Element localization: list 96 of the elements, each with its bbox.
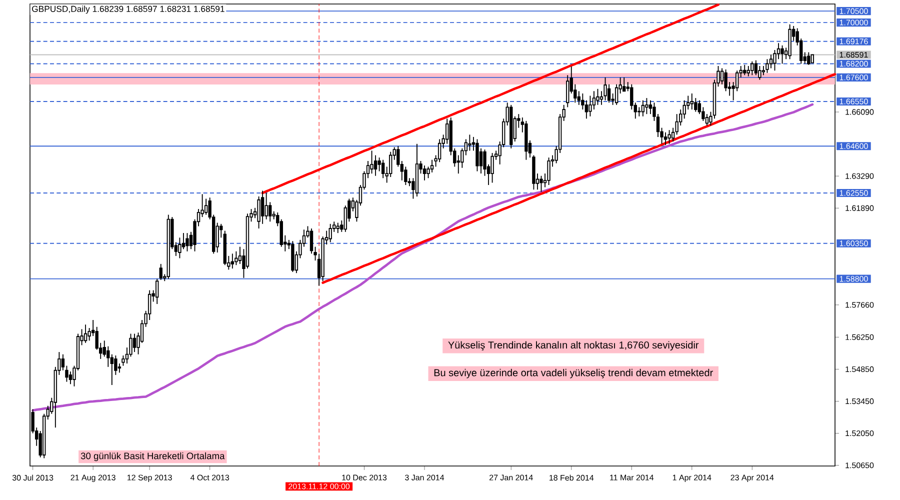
x-tick-label: 2013.11.12 00:00 xyxy=(288,484,350,490)
candlestick xyxy=(524,120,528,160)
chart-title: GBPUSD,Daily 1.68239 1.68597 1.68231 1.68591 xyxy=(32,6,224,14)
candlestick xyxy=(720,68,724,85)
candlestick xyxy=(374,154,378,176)
candlestick xyxy=(88,328,91,342)
x-tick-label: 4 Oct 2013 xyxy=(190,474,230,480)
candlestick xyxy=(769,54,773,69)
ref-line-label: 1.68200 xyxy=(840,60,868,67)
candlestick xyxy=(641,100,645,117)
candlestick xyxy=(735,70,739,92)
y-tick-label: 1.54850 xyxy=(846,366,874,372)
candlestick xyxy=(122,355,125,366)
x-tick-label: 10 Dec 2013 xyxy=(342,474,387,480)
candlestick xyxy=(430,159,434,173)
candlestick xyxy=(807,52,810,66)
x-tick-label: 1 Apr 2014 xyxy=(672,474,712,482)
candlestick xyxy=(404,166,408,186)
candlestick xyxy=(336,222,340,234)
ref-line-label: 1.70500 xyxy=(840,8,868,14)
candlestick xyxy=(577,90,581,106)
candlestick xyxy=(415,143,419,197)
candlestick xyxy=(230,253,234,269)
candlestick xyxy=(166,214,170,280)
y-tick-label: 1.56250 xyxy=(846,334,874,340)
ref-line-label: 1.64600 xyxy=(840,143,868,149)
candlestick xyxy=(200,194,204,218)
candlestick xyxy=(178,237,182,259)
annotation: Yükseliş Trendinde kanalın alt noktası 1,6760 seviyesidir xyxy=(448,341,699,351)
candlestick xyxy=(246,213,250,269)
x-tick-label: 12 Sep 2013 xyxy=(127,474,172,482)
candlestick xyxy=(588,95,592,117)
ref-line-label: 1.60350 xyxy=(840,240,868,246)
candlestick xyxy=(694,98,698,112)
candlestick xyxy=(630,84,634,110)
candlestick xyxy=(291,240,294,272)
candlestick xyxy=(328,223,332,243)
annotation: Bu seviye üzerinde orta vadeli yükseliş trendi devam etmektedr xyxy=(434,368,713,378)
candlestick xyxy=(705,114,709,126)
y-tick-label: 1.61890 xyxy=(846,205,874,211)
candlestick xyxy=(148,290,152,320)
annotation: 30 günlük Basit Hareketli Ortalama xyxy=(80,452,225,462)
ref-line-label: 1.70000 xyxy=(840,20,868,26)
x-tick-label: 30 Jul 2013 xyxy=(12,474,54,481)
x-tick-label: 23 Apr 2014 xyxy=(730,474,774,482)
candlestick xyxy=(84,324,88,344)
y-tick-label: 1.50650 xyxy=(846,462,874,468)
candlestick xyxy=(110,354,114,386)
candlestick xyxy=(321,236,324,282)
candlestick xyxy=(682,100,686,120)
x-tick-label: 21 Aug 2013 xyxy=(70,474,116,482)
candlestick xyxy=(438,138,442,163)
x-tick-label: 27 Jan 2014 xyxy=(490,474,533,480)
candlestick xyxy=(159,263,162,280)
candlestick xyxy=(566,74,570,108)
ref-line-label: 1.58800 xyxy=(840,276,868,282)
ref-line-label: 1.68591 xyxy=(840,52,868,58)
ref-line-label: 1.66550 xyxy=(840,98,868,104)
y-tick-label: 1.63290 xyxy=(846,173,874,179)
ref-line-label: 1.62550 xyxy=(840,190,868,196)
candlestick xyxy=(614,84,618,106)
candlestick xyxy=(264,192,268,220)
y-tick-label: 1.53450 xyxy=(846,398,874,404)
candlestick xyxy=(132,333,136,353)
y-tick-label: 1.57660 xyxy=(846,302,874,308)
candlestick xyxy=(260,190,264,224)
candlestick xyxy=(381,159,385,179)
x-tick-label: 3 Jan 2014 xyxy=(405,474,444,480)
candlestick xyxy=(422,165,426,181)
candlestick xyxy=(490,152,494,184)
candlestick xyxy=(310,228,314,254)
candlestick xyxy=(106,346,110,368)
candlestick xyxy=(648,100,652,115)
candlestick xyxy=(257,196,260,229)
y-tick-label: 1.52050 xyxy=(846,430,874,436)
candlestick xyxy=(675,114,678,136)
candlestick xyxy=(95,326,98,350)
candlestick xyxy=(584,100,588,120)
candlestick xyxy=(234,250,238,266)
candlestick xyxy=(468,134,472,152)
candlestick xyxy=(702,106,705,122)
candlestick xyxy=(389,151,392,178)
candlestick xyxy=(746,66,750,77)
candlestick xyxy=(581,93,584,110)
candlestick xyxy=(68,371,72,385)
candlestick xyxy=(724,68,728,92)
x-tick-label: 18 Feb 2014 xyxy=(550,474,594,481)
ref-line-label: 1.67600 xyxy=(840,74,868,80)
candlestick xyxy=(378,157,381,172)
y-tick-label: 1.66090 xyxy=(846,109,874,115)
ref-line-label: 1.69176 xyxy=(840,38,868,44)
candlestick xyxy=(668,130,671,144)
candlestick xyxy=(592,90,596,110)
x-tick-label: 11 Mar 2014 xyxy=(610,474,654,480)
candlestick xyxy=(645,98,648,115)
candlestick xyxy=(788,24,792,60)
